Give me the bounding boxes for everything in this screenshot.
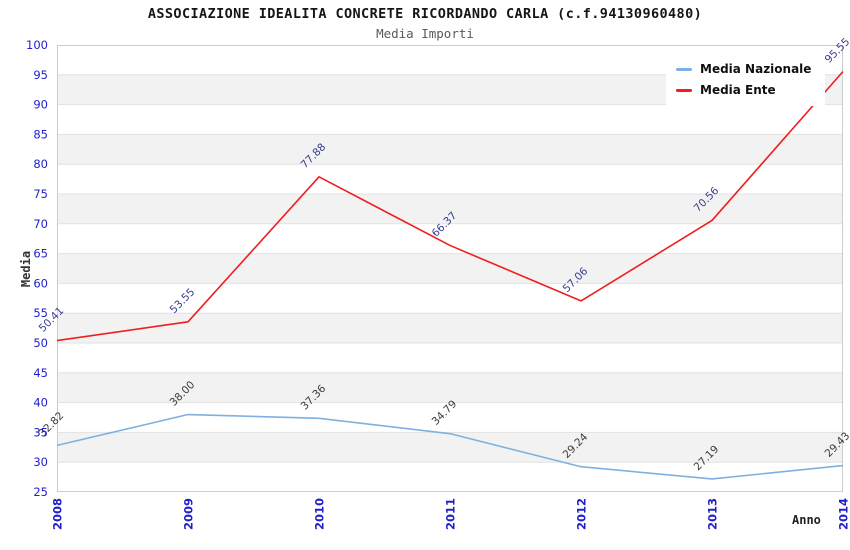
plot-band: [57, 432, 843, 463]
plot-band: [57, 283, 843, 314]
x-tick-label: 2010: [313, 498, 327, 530]
media-ente-line: [56, 70, 844, 342]
chart-title: ASSOCIAZIONE IDEALITA CONCRETE RICORDAND…: [147, 6, 703, 22]
x-tick-label: 2012: [575, 498, 589, 530]
y-tick-label: 75: [33, 187, 48, 201]
y-tick-label: 70: [33, 217, 48, 231]
plot-band: [57, 462, 843, 492]
y-tick-label: 35: [33, 425, 48, 439]
legend: Media Nazionale Media Ente: [666, 54, 826, 106]
chart-subtitle: Media Importi: [376, 26, 474, 41]
plot-band: [57, 343, 843, 373]
y-tick-label: 25: [33, 485, 48, 499]
y-tick-label: 95: [33, 68, 48, 82]
y-axis-title: Media: [19, 250, 34, 288]
media-nazionale-line: [56, 413, 844, 480]
plot-band: [57, 372, 843, 403]
x-tick-label: 2011: [444, 498, 458, 530]
plot-band: [57, 104, 843, 135]
x-tick-label: 2009: [182, 498, 196, 530]
y-tick-label: 100: [26, 38, 48, 52]
y-tick-label: 40: [33, 396, 48, 410]
plot-band: [57, 194, 843, 224]
x-tick-label: 2008: [51, 498, 65, 530]
legend-item-media-ente: Media Ente: [676, 83, 811, 97]
plot-area: 100 95 90 85 80 75 70 65 60 55 50 45 40 35 30 25 2008 200…: [26, 36, 850, 530]
x-tick-label: 2014: [837, 498, 850, 530]
legend-label: Media Nazionale: [700, 62, 812, 76]
plot-band: [57, 402, 843, 433]
y-tick-label: 60: [33, 276, 48, 290]
media-ente-line-swatch: [676, 88, 692, 92]
y-tick-label: 30: [33, 455, 48, 469]
y-tick-label: 90: [33, 98, 48, 112]
legend-label: Media Ente: [700, 83, 776, 97]
plot-band: [57, 223, 843, 254]
x-axis-title: Anno: [792, 513, 821, 527]
plot-border: [57, 45, 843, 492]
plot-band: [57, 134, 843, 165]
plot-band: [57, 164, 843, 194]
y-tick-label: 80: [33, 157, 48, 171]
x-tick-label: 2013: [706, 498, 720, 530]
plot-band: [57, 313, 843, 343]
y-tick-label: 50: [33, 336, 48, 350]
plot-band: [57, 253, 843, 284]
y-tick-label: 55: [33, 306, 48, 320]
legend-item-media-nazionale: Media Nazionale: [676, 62, 811, 76]
media-nazionale-line-swatch: [676, 67, 692, 71]
y-tick-label: 85: [33, 127, 48, 141]
y-tick-label: 65: [33, 247, 48, 261]
y-tick-label: 45: [33, 366, 48, 380]
